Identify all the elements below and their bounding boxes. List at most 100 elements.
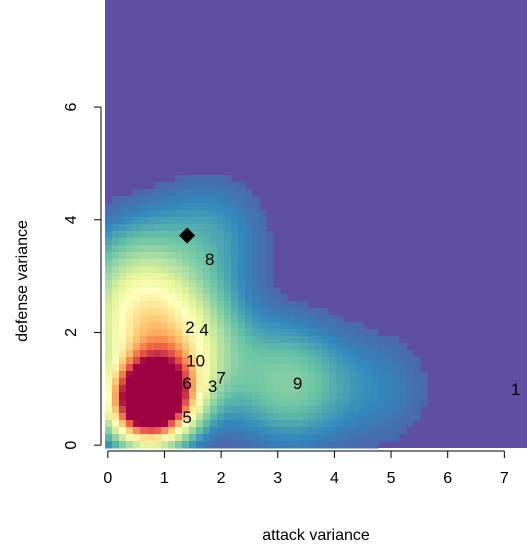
heatmap-cell — [140, 266, 148, 274]
heatmap-cell — [203, 308, 211, 316]
heatmap-cell — [133, 217, 141, 225]
heatmap-cell — [147, 329, 155, 337]
heatmap-cell — [217, 203, 225, 211]
heatmap-cell — [154, 413, 162, 421]
heatmap-cell — [315, 329, 323, 337]
heatmap-cell — [210, 378, 218, 386]
heatmap-cell — [308, 434, 316, 442]
heatmap-cell — [238, 371, 246, 379]
heatmap-cell — [224, 336, 232, 344]
heatmap-cell — [385, 406, 393, 414]
heatmap-cell — [336, 427, 344, 435]
heatmap-cell — [140, 252, 148, 260]
heatmap-cell — [161, 420, 169, 428]
heatmap-cell — [252, 308, 260, 316]
heatmap-cell — [196, 357, 204, 365]
heatmap-cell — [105, 441, 113, 449]
heatmap-cell — [301, 322, 309, 330]
heatmap-cell — [189, 175, 197, 183]
heatmap-cell — [175, 336, 183, 344]
heatmap-cell — [126, 308, 134, 316]
heatmap-cell — [350, 343, 358, 351]
heatmap-cell — [224, 182, 232, 190]
heatmap-cell — [406, 357, 414, 365]
heatmap-cell — [112, 315, 120, 323]
heatmap-cell — [252, 245, 260, 253]
heatmap-cell — [336, 434, 344, 442]
heatmap-cell — [161, 357, 169, 365]
heatmap-cell — [154, 385, 162, 393]
heatmap-cell — [140, 259, 148, 267]
heatmap-cell — [245, 413, 253, 421]
heatmap-cell — [280, 315, 288, 323]
heatmap-cell — [252, 266, 260, 274]
heatmap-cell — [189, 238, 197, 246]
heatmap-cell — [175, 245, 183, 253]
heatmap-cell — [105, 371, 113, 379]
heatmap-cell — [168, 322, 176, 330]
heatmap-cell — [315, 385, 323, 393]
heatmap-cell — [322, 441, 330, 449]
heatmap-cell — [210, 308, 218, 316]
heatmap-cell — [329, 364, 337, 372]
heatmap-cell — [294, 329, 302, 337]
heatmap-cell — [140, 399, 148, 407]
heatmap-cell — [385, 336, 393, 344]
heatmap-cell — [231, 378, 239, 386]
heatmap-cell — [210, 287, 218, 295]
heatmap-cell — [126, 343, 134, 351]
heatmap-cell — [266, 406, 274, 414]
heatmap-cell — [217, 357, 225, 365]
heatmap-cell — [217, 182, 225, 190]
heatmap-cell — [224, 175, 232, 183]
heatmap-cell — [196, 294, 204, 302]
heatmap-cell — [392, 364, 400, 372]
heatmap-cell — [294, 336, 302, 344]
heatmap-cell — [112, 392, 120, 400]
heatmap-cell — [161, 301, 169, 309]
heatmap-cell — [168, 294, 176, 302]
heatmap-cell — [392, 399, 400, 407]
heatmap-cell — [126, 350, 134, 358]
heatmap-cell — [280, 441, 288, 449]
heatmap-cell — [287, 322, 295, 330]
heatmap-cell — [182, 287, 190, 295]
heatmap-cell — [140, 343, 148, 351]
heatmap-cell — [119, 238, 127, 246]
heatmap-cell — [119, 413, 127, 421]
heatmap-cell — [182, 217, 190, 225]
heatmap-cell — [238, 336, 246, 344]
heatmap-cell — [175, 203, 183, 211]
heatmap-cell — [217, 364, 225, 372]
heatmap-cell — [315, 413, 323, 421]
heatmap-cell — [266, 238, 274, 246]
heatmap-cell — [287, 441, 295, 449]
heatmap-cell — [322, 420, 330, 428]
heatmap-cell — [203, 336, 211, 344]
heatmap-cell — [280, 336, 288, 344]
heatmap-cell — [294, 343, 302, 351]
x-tick-label: 6 — [443, 470, 452, 487]
heatmap-cell — [371, 441, 379, 449]
heatmap-cell — [112, 420, 120, 428]
heatmap-cell — [168, 203, 176, 211]
heatmap-cell — [217, 210, 225, 218]
heatmap-cell — [161, 427, 169, 435]
heatmap-cell — [210, 266, 218, 274]
heatmap-cell — [133, 224, 141, 232]
heatmap-cell — [399, 343, 407, 351]
heatmap-cell — [259, 245, 267, 253]
heatmap-cell — [217, 315, 225, 323]
heatmap-cell — [238, 217, 246, 225]
heatmap-cell — [105, 315, 113, 323]
heatmap-cell — [273, 301, 281, 309]
heatmap-cell — [280, 378, 288, 386]
heatmap-cell — [168, 266, 176, 274]
heatmap-cell — [252, 364, 260, 372]
heatmap-cell — [371, 420, 379, 428]
heatmap-cell — [217, 287, 225, 295]
heatmap-cell — [196, 210, 204, 218]
heatmap-cell — [308, 385, 316, 393]
x-tick-label: 1 — [160, 470, 169, 487]
heatmap-cell — [105, 266, 113, 274]
